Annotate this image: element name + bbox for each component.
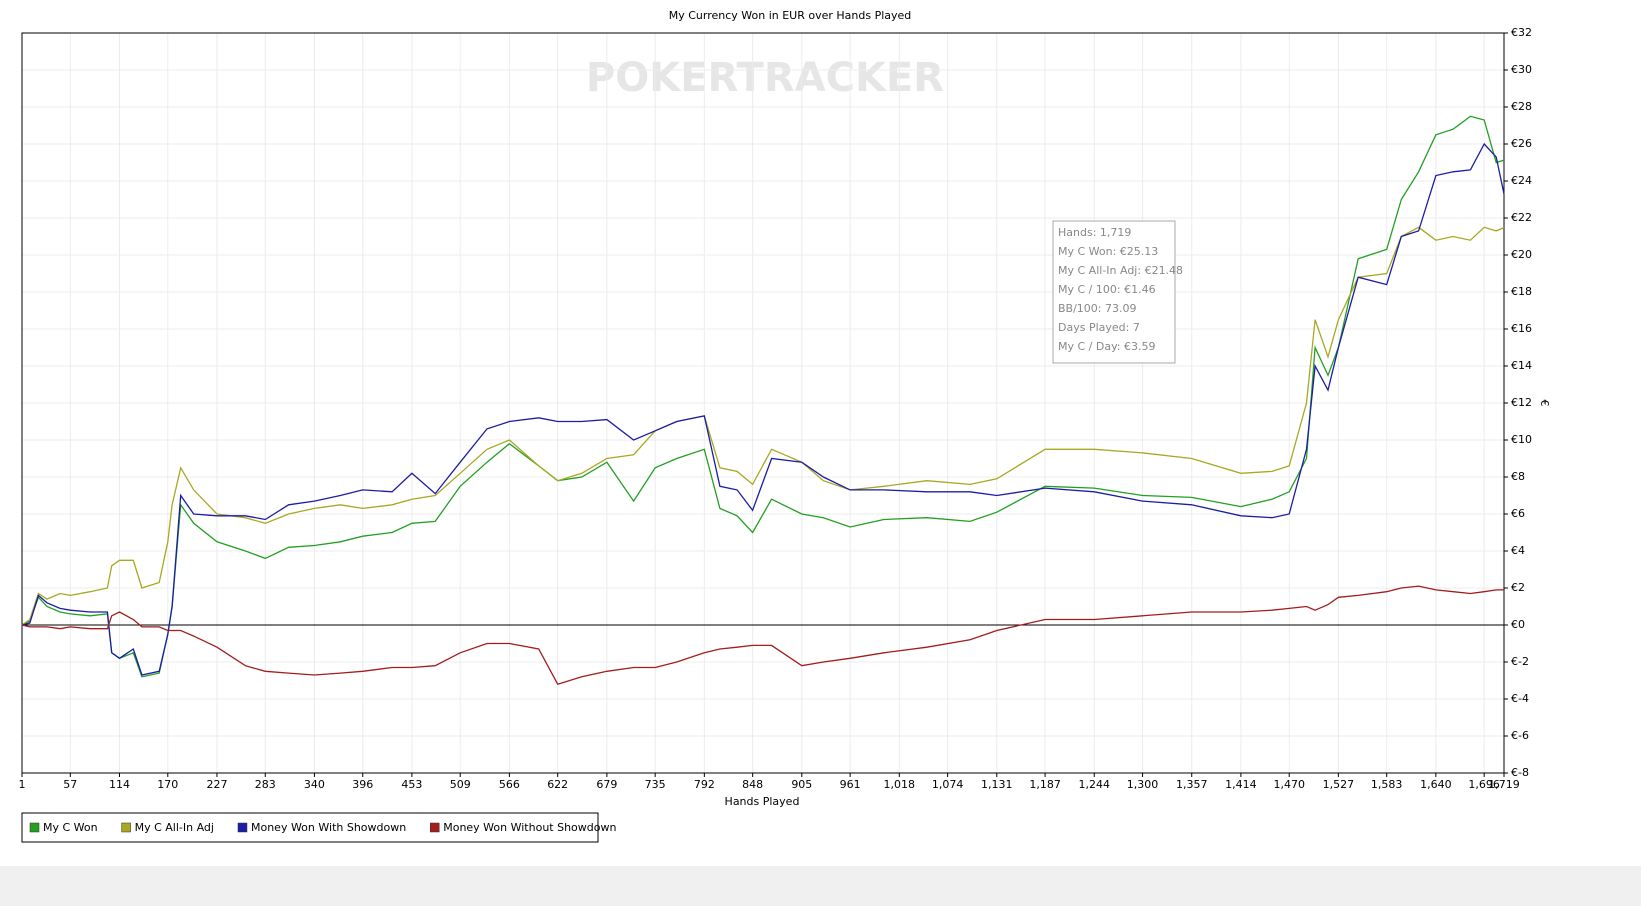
x-tick-label: 1,470: [1273, 778, 1305, 791]
legend-label: Money Won Without Showdown: [443, 821, 616, 834]
x-tick-label: 961: [840, 778, 861, 791]
x-tick-label: 622: [547, 778, 568, 791]
legend-label: Money Won With Showdown: [251, 821, 406, 834]
x-tick-label: 170: [157, 778, 178, 791]
watermark: POKERTRACKER: [586, 55, 944, 101]
legend-swatch: [29, 822, 40, 833]
x-tick-label: 848: [742, 778, 763, 791]
x-axis-label: Hands Played: [725, 795, 800, 808]
tooltip-box: [1052, 220, 1176, 364]
x-tick-label: 1,640: [1420, 778, 1452, 791]
y-tick-label: €22: [1511, 211, 1532, 224]
y-tick-label: €12: [1511, 396, 1532, 409]
y-tick-label: €26: [1511, 137, 1532, 150]
y-tick-label: €10: [1511, 433, 1532, 446]
series-line: [21, 585, 1504, 685]
plot-frame: [21, 32, 1505, 774]
series-line: [21, 115, 1505, 678]
x-tick-label: 905: [791, 778, 812, 791]
legend-swatch: [121, 822, 131, 833]
x-tick-label: 1: [19, 778, 26, 791]
x-tick-label: 1,187: [1029, 778, 1061, 791]
x-tick-label: 396: [352, 778, 373, 791]
legend-label: My C Won: [43, 821, 98, 834]
y-tick-label: €-6: [1511, 729, 1529, 742]
y-tick-label: €28: [1511, 100, 1532, 113]
tooltip-line: BB/100: 73.09: [1058, 302, 1137, 315]
x-tick-label: 1,300: [1127, 778, 1159, 791]
y-tick-label: €2: [1511, 581, 1525, 594]
y-tick-label: €-4: [1511, 692, 1529, 705]
x-tick-label: 1,018: [884, 778, 916, 791]
x-tick-label: 57: [63, 778, 77, 791]
legend-box: [21, 812, 599, 843]
x-tick-label: 340: [304, 778, 325, 791]
status-bar: [0, 866, 1641, 906]
y-tick-label: €16: [1511, 322, 1532, 335]
x-tick-label: 792: [694, 778, 715, 791]
tooltip-line: My C / Day: €3.59: [1058, 340, 1156, 353]
chart-title: My Currency Won in EUR over Hands Played: [669, 9, 912, 22]
tooltip-line: Days Played: 7: [1058, 321, 1140, 334]
y-tick-label: €8: [1511, 470, 1525, 483]
y-tick-label: €0: [1511, 618, 1525, 631]
x-tick-label: 1,696: [1468, 778, 1500, 791]
x-tick-label: 679: [596, 778, 617, 791]
y-axis-label: €: [1538, 400, 1551, 407]
y-tick-label: €32: [1511, 26, 1532, 39]
y-tick-label: €-8: [1511, 766, 1529, 779]
y-tick-label: €24: [1511, 174, 1532, 187]
x-tick-label: 114: [109, 778, 130, 791]
x-tick-label: 1,583: [1371, 778, 1403, 791]
x-tick-label: 1,244: [1079, 778, 1111, 791]
y-tick-label: €20: [1511, 248, 1532, 261]
x-tick-label: 1,131: [981, 778, 1013, 791]
x-tick-label: 1,527: [1323, 778, 1355, 791]
x-tick-label: 566: [499, 778, 520, 791]
tooltip-line: My C / 100: €1.46: [1058, 283, 1156, 296]
y-tick-label: €4: [1511, 544, 1525, 557]
x-tick-label: 1,414: [1225, 778, 1257, 791]
y-tick-label: €14: [1511, 359, 1532, 372]
x-tick-label: 1,719: [1488, 778, 1520, 791]
tooltip: Hands: 1,719 My C Won: €25.13 My C All-In …: [1052, 220, 1183, 364]
x-tick-label: 1,074: [932, 778, 964, 791]
x-tick-label: 453: [401, 778, 422, 791]
y-tick-label: €-2: [1511, 655, 1529, 668]
x-tick-label: 735: [645, 778, 666, 791]
y-tick-label: €18: [1511, 285, 1532, 298]
x-tick-label: 509: [450, 778, 471, 791]
legend-swatch: [429, 822, 440, 833]
tooltip-line: My C All-In Adj: €21.48: [1058, 264, 1183, 277]
x-tick-label: 1,357: [1176, 778, 1208, 791]
series-line: [21, 142, 1505, 676]
legend-swatch: [237, 822, 248, 833]
tooltip-line: Hands: 1,719: [1058, 226, 1131, 239]
series-line: [21, 226, 1505, 626]
x-tick-label: 283: [255, 778, 276, 791]
y-tick-label: €30: [1511, 63, 1532, 76]
x-tick-label: 227: [206, 778, 227, 791]
legend-label: My C All-In Adj: [135, 821, 214, 834]
y-tick-label: €6: [1511, 507, 1525, 520]
tooltip-line: My C Won: €25.13: [1058, 245, 1158, 258]
